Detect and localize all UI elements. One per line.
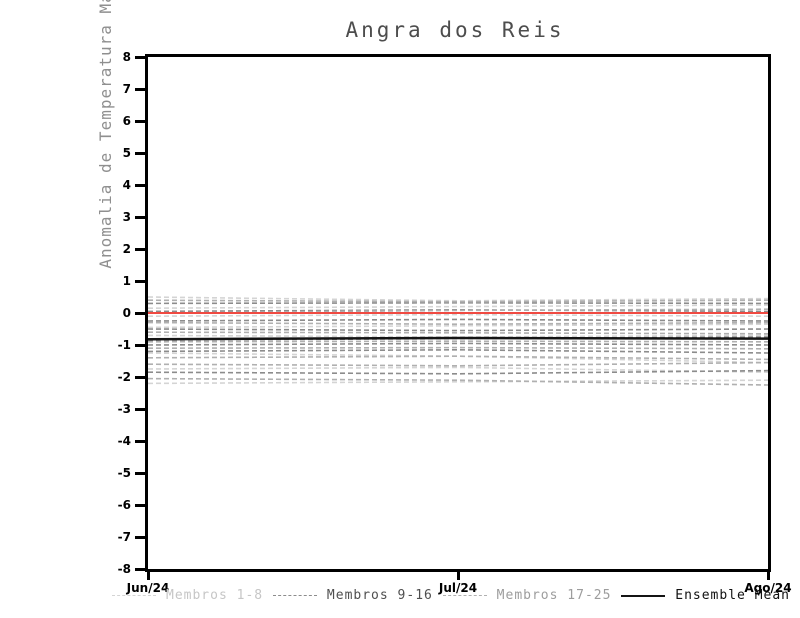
member-line-11 (147, 318, 769, 322)
member-line-17 (147, 299, 769, 303)
legend-item-membros-17-25: Membros 17-25 (442, 588, 612, 603)
plot-svg (147, 296, 769, 386)
y-axis-tick (135, 407, 145, 411)
member-line-19 (147, 321, 769, 326)
y-tick-label: 7 (122, 82, 131, 96)
member-line-6 (147, 352, 769, 364)
y-tick-label: -8 (117, 562, 131, 576)
legend-label: Ensemble Mean (675, 588, 790, 603)
y-axis-tick (135, 535, 145, 539)
legend-item-membros-9-16: Membros 9-16 (272, 588, 433, 603)
y-tick-label: -3 (117, 402, 131, 416)
y-axis-tick (135, 87, 145, 91)
y-axis-tick (135, 471, 145, 475)
member-line-3 (147, 313, 769, 318)
y-tick-label: -4 (117, 434, 131, 448)
member-line-5 (147, 334, 769, 338)
member-line-23 (147, 355, 769, 361)
member-line-22 (147, 346, 769, 350)
member-line-25 (147, 377, 769, 386)
y-axis-tick (135, 215, 145, 219)
y-tick-label: 4 (122, 178, 131, 192)
y-tick-label: 8 (122, 50, 131, 64)
member-line-24 (147, 361, 769, 367)
y-axis-tick (135, 183, 145, 187)
legend-item-ensemble-mean: Ensemble Mean (621, 588, 790, 603)
member-line-10 (147, 308, 769, 313)
y-axis-tick (135, 375, 145, 379)
member-line-14 (147, 342, 769, 346)
dashed-line-swatch-icon (272, 595, 317, 596)
y-tick-label: 1 (122, 274, 131, 288)
y-axis-tick (135, 343, 145, 347)
solid-line-swatch-icon (621, 594, 666, 597)
dashed-line-swatch-icon (112, 595, 156, 596)
ensemble-mean-line (147, 336, 769, 341)
y-axis-tick (135, 503, 145, 507)
y-axis-tick (135, 439, 145, 443)
member-line-9 (147, 302, 769, 305)
member-line-1 (147, 296, 769, 302)
x-axis-tick (456, 572, 460, 580)
member-line-7 (147, 366, 769, 373)
legend-label: Membros 9-16 (326, 588, 433, 603)
member-line-21 (147, 340, 769, 343)
y-axis-tick (135, 311, 145, 315)
x-axis-tick (766, 572, 770, 580)
member-line-20 (147, 331, 769, 335)
x-tick-label: Jun/24 (126, 581, 170, 595)
y-tick-label: 0 (122, 306, 131, 320)
y-tick-label: -1 (117, 338, 131, 352)
y-tick-label: 3 (122, 210, 131, 224)
y-tick-label: -6 (117, 498, 131, 512)
member-line-4 (147, 323, 769, 329)
dashed-line-swatch-icon (442, 595, 487, 596)
y-tick-label: 6 (122, 114, 131, 128)
plot-area: 8 7 6 5 4 3 2 1 0 -1 -2 -3 -4 -5 -6 -7 -8 Jun/24 Jul/24 Ag… (118, 50, 792, 595)
x-axis-tick (146, 572, 150, 580)
legend-label: Membros 1-8 (166, 588, 264, 603)
y-tick-label: 2 (122, 242, 131, 256)
member-line-18 (147, 308, 769, 314)
y-axis-tick (135, 567, 145, 571)
y-axis-tick (135, 119, 145, 123)
member-line-16 (147, 369, 769, 375)
member-line-2 (147, 304, 769, 309)
y-tick-label: -5 (117, 466, 131, 480)
x-tick-label: Jul/24 (438, 581, 478, 595)
legend: Membros 1-8 Membros 9-16 Membros 17-25 E… (112, 588, 790, 603)
member-line-12 (147, 328, 769, 332)
y-axis-tick (135, 151, 145, 155)
y-axis-tick (135, 247, 145, 251)
page-title: Angra dos Reis (345, 18, 565, 42)
y-tick-label: -2 (117, 370, 131, 384)
y-tick-label: -7 (117, 530, 131, 544)
y-axis-tick (135, 279, 145, 283)
x-tick-label: Ago/24 (744, 581, 792, 595)
legend-label: Membros 17-25 (496, 588, 612, 603)
member-line-15 (147, 348, 769, 354)
y-axis-tick (135, 55, 145, 59)
member-line-8 (147, 379, 769, 385)
legend-item-membros-1-8: Membros 1-8 (112, 588, 263, 603)
y-tick-label: 5 (122, 146, 131, 160)
